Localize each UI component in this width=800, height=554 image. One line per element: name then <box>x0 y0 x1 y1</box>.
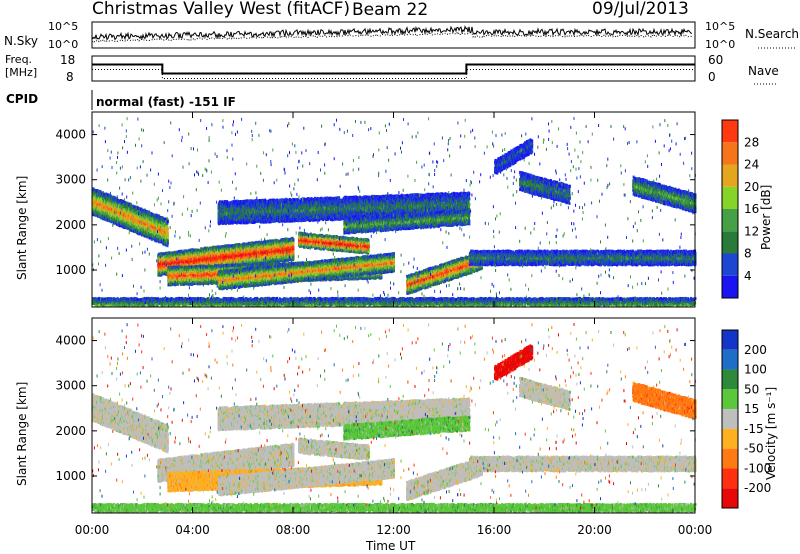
noise-right-tick-top: 10^5 <box>705 20 735 33</box>
freq-label-line2: [MHz] <box>5 66 37 79</box>
date-label: 09/Jul/2013 <box>592 0 689 19</box>
noise-left-tick-top: 10^5 <box>48 20 78 33</box>
freq-label-line1: Freq. <box>5 53 32 66</box>
frequency-line <box>92 65 695 74</box>
noise-panel: N.Sky 10^5 10^0 10^5 10^0 N.Search <box>4 20 799 51</box>
power-cell <box>248 242 250 245</box>
nave-tick-top: 60 <box>708 53 723 67</box>
power-cell <box>167 220 169 223</box>
noise-left-label: N.Sky <box>4 34 38 48</box>
noise-right-label: N.Search <box>745 27 799 41</box>
station-title: Christmas Valley West (fitACF) <box>92 0 350 19</box>
nave-tick-bottom: 0 <box>708 70 716 84</box>
noise-right-tick-bottom: 10^0 <box>705 38 735 51</box>
beam-label: Beam 22 <box>352 0 428 20</box>
power-cell <box>167 239 169 242</box>
power-cell <box>167 228 169 231</box>
freq-tick-bottom: 8 <box>66 70 74 84</box>
freq-tick-top: 18 <box>60 53 75 67</box>
frequency-panel: Freq. [MHz] 18 8 60 0 Nave <box>5 53 779 84</box>
nave-label: Nave <box>748 64 779 78</box>
noise-sky-line <box>92 27 692 40</box>
power-cell <box>167 232 169 235</box>
cpid-text: normal (fast) -151 IF <box>96 95 236 109</box>
noise-left-tick-bottom: 10^0 <box>48 38 78 51</box>
cpid-label: CPID <box>6 92 38 106</box>
